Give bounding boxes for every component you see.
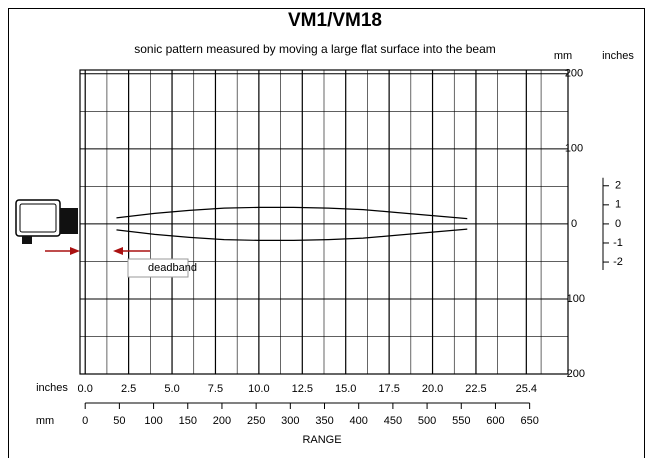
chart-title: VM1/VM18 [288,10,382,31]
x-tick-label: 22.5 [465,383,486,395]
x2-tick-label: 650 [520,415,538,427]
y2-tick-label: -1 [613,237,623,249]
y2-tick-label: 2 [615,180,621,192]
sensor-icon [15,199,78,244]
x2-tick-label: 400 [350,415,368,427]
x-tick-label: 7.5 [208,383,223,395]
x-tick-label: 5.0 [164,383,179,395]
x2-tick-label: 450 [384,415,402,427]
x2-tick-label: 200 [213,415,231,427]
x2-tick-label: 150 [179,415,197,427]
x-tick-label: 15.0 [335,383,356,395]
y-tick-label: 100 [565,143,583,155]
y2-tick-label: -2 [613,256,623,268]
plot-frame [79,69,569,375]
x-tick-label: 10.0 [248,383,269,395]
x-tick-label: 20.0 [422,383,443,395]
x2-unit-label: mm [36,415,54,427]
chart-subtitle: sonic pattern measured by moving a large… [134,42,496,56]
y-tick-label: -100 [563,293,585,305]
x2-tick-label: 500 [418,415,436,427]
x2-tick-label: 100 [144,415,162,427]
deadband-arrows [45,247,150,255]
x-tick-label: 17.5 [378,383,399,395]
y-unit-label: mm [554,50,572,62]
beam-line [116,228,468,241]
x-tick-label: 12.5 [292,383,313,395]
x-tick-label: 25.4 [516,383,537,395]
x-tick-label: 2.5 [121,383,136,395]
beam-line [116,206,468,220]
x2-tick-label: 350 [315,415,333,427]
y2-unit-label: inches [602,50,634,62]
x-tick-label: 0.0 [78,383,93,395]
x2-tick-label: 550 [452,415,470,427]
y2-tick-label: 1 [615,199,621,211]
x2-tick-label: 600 [486,415,504,427]
y-tick-label: 200 [565,68,583,80]
annotation: deadband [148,262,197,274]
annotation-box [127,258,189,278]
y2-tick-label: 0 [615,218,621,230]
y-tick-label: 0 [571,218,577,230]
x2-tick-label: 250 [247,415,265,427]
x-unit-label: inches [36,382,68,394]
frame [8,8,645,463]
x2-tick-label: 300 [281,415,299,427]
x2-tick-label: 0 [82,415,88,427]
x-axis-title: RANGE [302,434,341,446]
x2-tick-label: 50 [113,415,125,427]
